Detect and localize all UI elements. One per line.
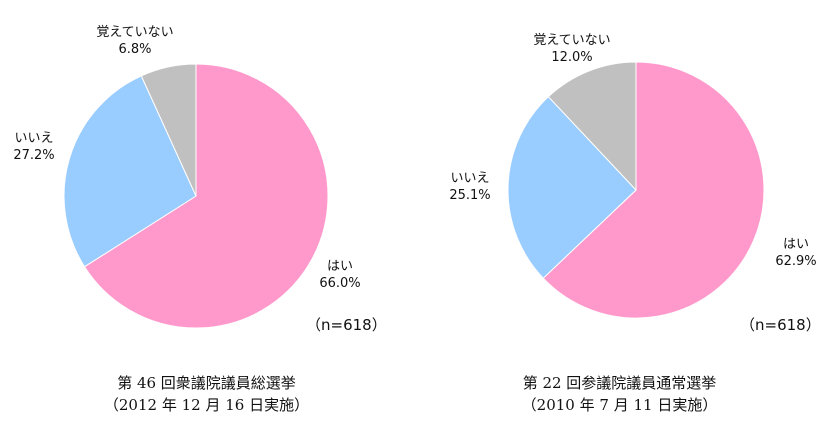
label-2010-not-remember-name: 覚えていない [533,33,611,48]
slice-2010-not-remember [547,61,637,192]
caption-2010: 第 22 回参議院議員通常選挙 （2010 年 7 月 11 日実施） [413,372,826,416]
label-2010-yes-pct: 62.9% [775,254,817,269]
label-2012-yes-name: はい [326,259,353,274]
sample-size-2012: （n=618） [306,316,387,334]
label-2010-no-name: いいえ [450,171,490,186]
label-2010-not-remember: 覚えていない 12.0% [517,32,627,66]
label-2010-no: いいえ 25.1% [440,170,500,204]
pie-2012-svg [63,63,329,329]
label-2012-not-remember-pct: 6.8% [118,42,152,57]
caption-2012: 第 46 回衆議院議員総選挙 （2012 年 12 月 16 日実施） [0,372,413,416]
label-2010-not-remember-pct: 12.0% [551,50,593,65]
slice-2012-not-remember [140,63,197,197]
pie-chart-2010: はい 62.9% いいえ 25.1% 覚えていない 12.0% （n=618） … [413,0,826,445]
chart-title-2012: 第 46 回衆議院議員総選挙 [117,374,296,392]
label-2012-no-name: いいえ [14,131,54,146]
slice-2010-no [507,95,637,279]
sample-size-2010: （n=618） [740,316,821,334]
pie-chart-2012: はい 66.0% いいえ 27.2% 覚えていない 6.8% （n=618） 第… [0,24,413,416]
label-2010-no-pct: 25.1% [449,188,491,203]
pie-2010-svg [507,61,765,319]
chart-subtitle-2012: （2012 年 12 月 16 日実施） [103,396,310,414]
chart-title-2010: 第 22 回参議院議員通常選挙 [522,374,717,392]
label-2010-yes-name: はい [782,237,809,252]
label-2012-yes: はい 66.0% [310,258,370,292]
slice-2010-yes [542,61,765,319]
label-2012-yes-pct: 66.0% [319,276,361,291]
label-2012-not-remember-name: 覚えていない [96,25,174,40]
label-2012-no-pct: 27.2% [13,148,55,163]
label-2012-no: いいえ 27.2% [4,130,64,164]
label-2012-not-remember: 覚えていない 6.8% [80,24,190,58]
slice-2012-yes [83,63,329,329]
chart-subtitle-2010: （2010 年 7 月 11 日実施） [521,396,718,414]
label-2010-yes: はい 62.9% [766,236,826,270]
